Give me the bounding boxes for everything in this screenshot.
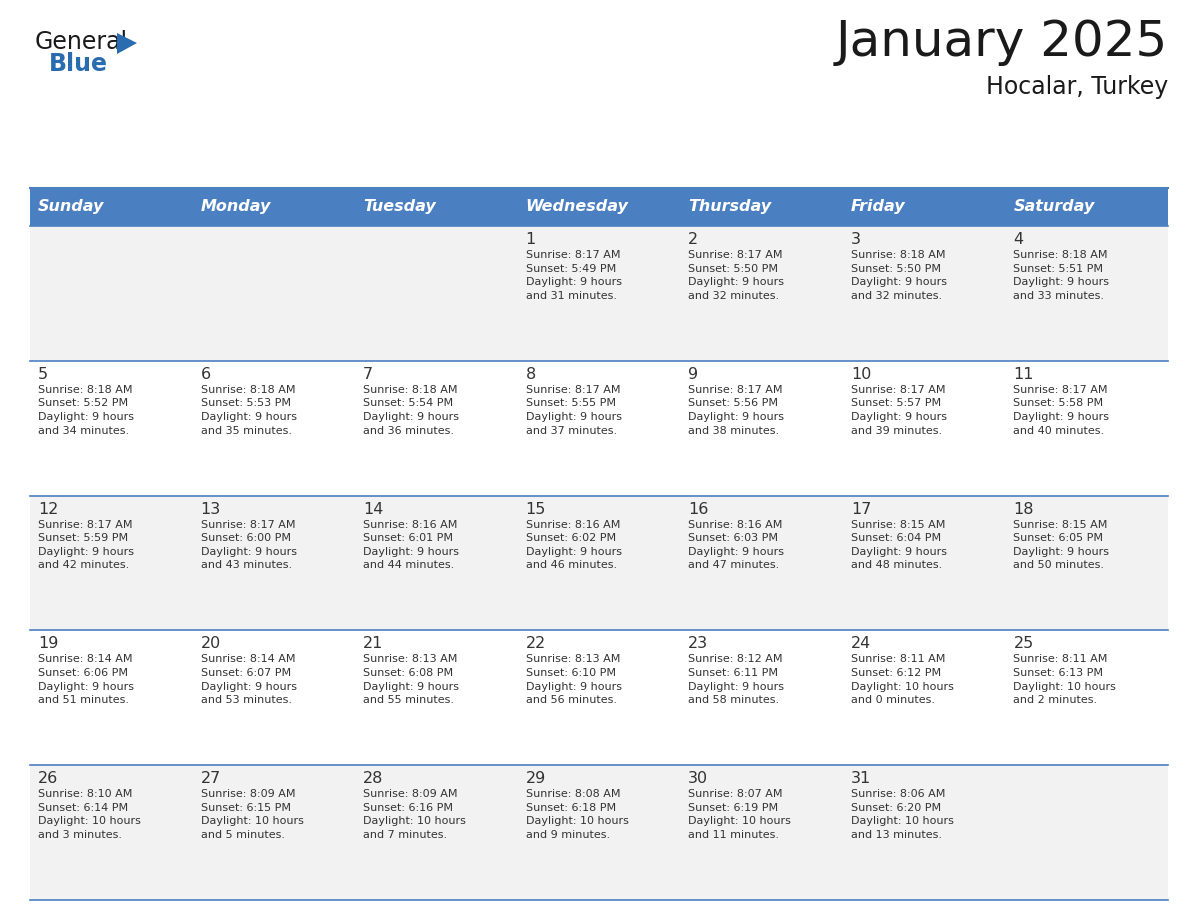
Text: 20: 20 [201, 636, 221, 652]
Bar [355, 188, 518, 226]
Text: Sunrise: 8:17 AM
Sunset: 6:00 PM
Daylight: 9 hours
and 43 minutes.: Sunrise: 8:17 AM Sunset: 6:00 PM Dayligh… [201, 520, 297, 570]
Text: Sunrise: 8:09 AM
Sunset: 6:15 PM
Daylight: 10 hours
and 5 minutes.: Sunrise: 8:09 AM Sunset: 6:15 PM Dayligh… [201, 789, 303, 840]
Text: Thursday: Thursday [688, 199, 771, 215]
Text: Sunrise: 8:18 AM
Sunset: 5:51 PM
Daylight: 9 hours
and 33 minutes.: Sunrise: 8:18 AM Sunset: 5:51 PM Dayligh… [1013, 250, 1110, 301]
Text: Sunrise: 8:12 AM
Sunset: 6:11 PM
Daylight: 9 hours
and 58 minutes.: Sunrise: 8:12 AM Sunset: 6:11 PM Dayligh… [688, 655, 784, 705]
Bar [30, 226, 1168, 361]
Text: Sunrise: 8:15 AM
Sunset: 6:05 PM
Daylight: 9 hours
and 50 minutes.: Sunrise: 8:15 AM Sunset: 6:05 PM Dayligh… [1013, 520, 1110, 570]
Text: 30: 30 [688, 771, 708, 786]
Text: Sunrise: 8:17 AM
Sunset: 5:58 PM
Daylight: 9 hours
and 40 minutes.: Sunrise: 8:17 AM Sunset: 5:58 PM Dayligh… [1013, 385, 1110, 436]
Text: Blue: Blue [49, 52, 108, 76]
Text: Friday: Friday [851, 199, 905, 215]
Bar [30, 766, 1168, 900]
Polygon shape [116, 33, 137, 54]
Text: Sunrise: 8:13 AM
Sunset: 6:10 PM
Daylight: 9 hours
and 56 minutes.: Sunrise: 8:13 AM Sunset: 6:10 PM Dayligh… [526, 655, 621, 705]
Bar [30, 496, 1168, 631]
Text: Sunrise: 8:17 AM
Sunset: 5:56 PM
Daylight: 9 hours
and 38 minutes.: Sunrise: 8:17 AM Sunset: 5:56 PM Dayligh… [688, 385, 784, 436]
Bar [30, 361, 1168, 496]
Text: 29: 29 [526, 771, 546, 786]
Text: Sunrise: 8:18 AM
Sunset: 5:54 PM
Daylight: 9 hours
and 36 minutes.: Sunrise: 8:18 AM Sunset: 5:54 PM Dayligh… [364, 385, 459, 436]
Text: 3: 3 [851, 232, 861, 247]
Text: Sunrise: 8:17 AM
Sunset: 5:57 PM
Daylight: 9 hours
and 39 minutes.: Sunrise: 8:17 AM Sunset: 5:57 PM Dayligh… [851, 385, 947, 436]
Text: 16: 16 [688, 501, 709, 517]
Text: 23: 23 [688, 636, 708, 652]
Text: 14: 14 [364, 501, 384, 517]
Text: Hocalar, Turkey: Hocalar, Turkey [986, 75, 1168, 99]
Bar [842, 188, 1005, 226]
Text: 12: 12 [38, 501, 58, 517]
Text: 19: 19 [38, 636, 58, 652]
Text: Sunrise: 8:10 AM
Sunset: 6:14 PM
Daylight: 10 hours
and 3 minutes.: Sunrise: 8:10 AM Sunset: 6:14 PM Dayligh… [38, 789, 141, 840]
Text: Sunrise: 8:09 AM
Sunset: 6:16 PM
Daylight: 10 hours
and 7 minutes.: Sunrise: 8:09 AM Sunset: 6:16 PM Dayligh… [364, 789, 466, 840]
Text: January 2025: January 2025 [835, 18, 1168, 66]
Text: Sunrise: 8:17 AM
Sunset: 5:59 PM
Daylight: 9 hours
and 42 minutes.: Sunrise: 8:17 AM Sunset: 5:59 PM Dayligh… [38, 520, 134, 570]
Text: 1: 1 [526, 232, 536, 247]
Text: 24: 24 [851, 636, 871, 652]
Text: 8: 8 [526, 367, 536, 382]
Text: 28: 28 [364, 771, 384, 786]
Text: Sunrise: 8:18 AM
Sunset: 5:53 PM
Daylight: 9 hours
and 35 minutes.: Sunrise: 8:18 AM Sunset: 5:53 PM Dayligh… [201, 385, 297, 436]
Text: 22: 22 [526, 636, 546, 652]
Bar [1005, 188, 1168, 226]
Text: 27: 27 [201, 771, 221, 786]
Text: Sunrise: 8:16 AM
Sunset: 6:03 PM
Daylight: 9 hours
and 47 minutes.: Sunrise: 8:16 AM Sunset: 6:03 PM Dayligh… [688, 520, 784, 570]
Text: 10: 10 [851, 367, 871, 382]
Text: Sunrise: 8:11 AM
Sunset: 6:13 PM
Daylight: 10 hours
and 2 minutes.: Sunrise: 8:11 AM Sunset: 6:13 PM Dayligh… [1013, 655, 1117, 705]
Text: Sunrise: 8:13 AM
Sunset: 6:08 PM
Daylight: 9 hours
and 55 minutes.: Sunrise: 8:13 AM Sunset: 6:08 PM Dayligh… [364, 655, 459, 705]
Text: 4: 4 [1013, 232, 1024, 247]
Text: Sunrise: 8:17 AM
Sunset: 5:49 PM
Daylight: 9 hours
and 31 minutes.: Sunrise: 8:17 AM Sunset: 5:49 PM Dayligh… [526, 250, 621, 301]
Text: 7: 7 [364, 367, 373, 382]
Text: Monday: Monday [201, 199, 271, 215]
Text: 31: 31 [851, 771, 871, 786]
Bar [518, 188, 681, 226]
Text: Saturday: Saturday [1013, 199, 1094, 215]
Text: 2: 2 [688, 232, 699, 247]
Text: Sunrise: 8:08 AM
Sunset: 6:18 PM
Daylight: 10 hours
and 9 minutes.: Sunrise: 8:08 AM Sunset: 6:18 PM Dayligh… [526, 789, 628, 840]
Text: 9: 9 [688, 367, 699, 382]
Text: 21: 21 [364, 636, 384, 652]
Text: Sunrise: 8:14 AM
Sunset: 6:07 PM
Daylight: 9 hours
and 53 minutes.: Sunrise: 8:14 AM Sunset: 6:07 PM Dayligh… [201, 655, 297, 705]
Text: 13: 13 [201, 501, 221, 517]
Text: Sunrise: 8:15 AM
Sunset: 6:04 PM
Daylight: 9 hours
and 48 minutes.: Sunrise: 8:15 AM Sunset: 6:04 PM Dayligh… [851, 520, 947, 570]
Text: 25: 25 [1013, 636, 1034, 652]
Text: General: General [34, 30, 128, 54]
Text: Sunrise: 8:18 AM
Sunset: 5:52 PM
Daylight: 9 hours
and 34 minutes.: Sunrise: 8:18 AM Sunset: 5:52 PM Dayligh… [38, 385, 134, 436]
Text: Sunrise: 8:17 AM
Sunset: 5:50 PM
Daylight: 9 hours
and 32 minutes.: Sunrise: 8:17 AM Sunset: 5:50 PM Dayligh… [688, 250, 784, 301]
Text: Sunrise: 8:16 AM
Sunset: 6:02 PM
Daylight: 9 hours
and 46 minutes.: Sunrise: 8:16 AM Sunset: 6:02 PM Dayligh… [526, 520, 621, 570]
Bar [30, 188, 192, 226]
Text: Sunrise: 8:07 AM
Sunset: 6:19 PM
Daylight: 10 hours
and 11 minutes.: Sunrise: 8:07 AM Sunset: 6:19 PM Dayligh… [688, 789, 791, 840]
Bar [192, 188, 355, 226]
Text: 5: 5 [38, 367, 49, 382]
Text: 15: 15 [526, 501, 546, 517]
Bar [681, 188, 842, 226]
Text: Sunday: Sunday [38, 199, 105, 215]
Text: Sunrise: 8:18 AM
Sunset: 5:50 PM
Daylight: 9 hours
and 32 minutes.: Sunrise: 8:18 AM Sunset: 5:50 PM Dayligh… [851, 250, 947, 301]
Text: Sunrise: 8:06 AM
Sunset: 6:20 PM
Daylight: 10 hours
and 13 minutes.: Sunrise: 8:06 AM Sunset: 6:20 PM Dayligh… [851, 789, 954, 840]
Text: 6: 6 [201, 367, 210, 382]
Text: 17: 17 [851, 501, 871, 517]
Bar [30, 631, 1168, 766]
Text: 26: 26 [38, 771, 58, 786]
Text: Sunrise: 8:16 AM
Sunset: 6:01 PM
Daylight: 9 hours
and 44 minutes.: Sunrise: 8:16 AM Sunset: 6:01 PM Dayligh… [364, 520, 459, 570]
Text: Wednesday: Wednesday [526, 199, 628, 215]
Text: 18: 18 [1013, 501, 1034, 517]
Text: Sunrise: 8:17 AM
Sunset: 5:55 PM
Daylight: 9 hours
and 37 minutes.: Sunrise: 8:17 AM Sunset: 5:55 PM Dayligh… [526, 385, 621, 436]
Text: 11: 11 [1013, 367, 1034, 382]
Text: Sunrise: 8:14 AM
Sunset: 6:06 PM
Daylight: 9 hours
and 51 minutes.: Sunrise: 8:14 AM Sunset: 6:06 PM Dayligh… [38, 655, 134, 705]
Text: Tuesday: Tuesday [364, 199, 436, 215]
Text: Sunrise: 8:11 AM
Sunset: 6:12 PM
Daylight: 10 hours
and 0 minutes.: Sunrise: 8:11 AM Sunset: 6:12 PM Dayligh… [851, 655, 954, 705]
